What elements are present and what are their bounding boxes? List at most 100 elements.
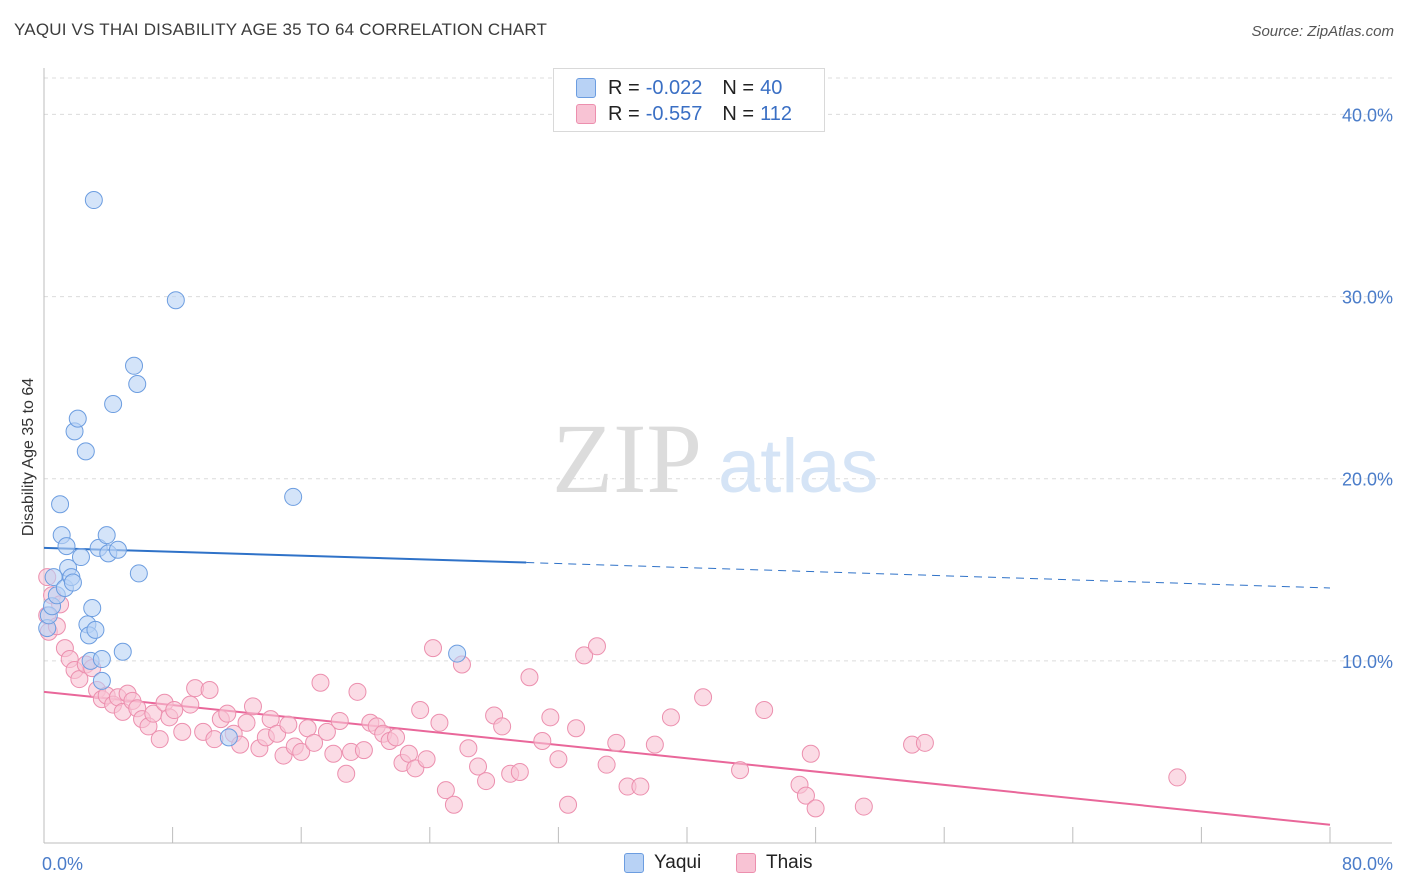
- thais-point: [218, 704, 237, 723]
- yaqui-point: [125, 356, 144, 375]
- y-tick-label: 40.0%: [1342, 105, 1393, 125]
- thais-point: [915, 733, 934, 752]
- yaqui-point: [51, 495, 70, 514]
- yaqui-point: [128, 375, 147, 393]
- thais-point: [801, 744, 820, 763]
- correlation-legend: R = -0.022 N = 40 R = -0.557 N = 112: [553, 68, 825, 132]
- yaqui-points: [38, 191, 467, 747]
- thais-point: [469, 757, 488, 776]
- series-legend: Yaqui Thais: [0, 852, 1406, 878]
- x-tick-label: 0.0%: [42, 854, 83, 874]
- yaqui-trend-extension: [526, 562, 1331, 589]
- thais-point: [549, 750, 568, 769]
- yaqui-point: [57, 537, 76, 556]
- watermark-zip: ZIP: [552, 403, 702, 514]
- yaqui-point: [97, 526, 116, 545]
- yaqui-point: [92, 650, 111, 669]
- legend-n-value: 112: [760, 102, 792, 125]
- thais-point: [510, 762, 529, 781]
- thais-point: [607, 733, 626, 752]
- chart-title: YAQUI VS THAI DISABILITY AGE 35 TO 64 CO…: [14, 20, 548, 39]
- yaqui-swatch: [576, 78, 596, 98]
- legend-r-label: R =: [608, 102, 640, 125]
- thais-point: [411, 701, 430, 720]
- thais-point: [854, 797, 873, 816]
- thais-point: [806, 799, 825, 818]
- yaqui-point: [44, 568, 63, 587]
- thais-point: [305, 733, 324, 752]
- y-tick-label: 30.0%: [1342, 288, 1393, 308]
- thais-point: [533, 732, 552, 750]
- legend-r-label: R =: [608, 76, 640, 99]
- yaqui-point: [86, 620, 105, 639]
- thais-point: [200, 681, 219, 699]
- watermark-atlas: atlas: [718, 424, 879, 509]
- thais-point: [150, 730, 169, 749]
- thais-point: [330, 711, 349, 730]
- thais-point: [387, 728, 406, 747]
- yaqui-swatch: [624, 853, 644, 873]
- yaqui-point: [76, 442, 95, 461]
- thais-points: [38, 568, 1187, 818]
- thais-point: [796, 786, 815, 805]
- watermark: ZIP atlas: [552, 403, 879, 514]
- legend-r-value: -0.557: [645, 102, 703, 125]
- thais-point: [661, 708, 680, 727]
- legend-n-label: N =: [722, 102, 755, 125]
- yaqui-point: [104, 395, 123, 414]
- legend-n-label: N =: [722, 76, 755, 99]
- axes-layer: [43, 68, 1392, 844]
- thais-point: [311, 673, 330, 692]
- legend-row-thais: R = -0.557 N = 112: [576, 101, 792, 127]
- thais-point: [165, 701, 184, 720]
- thais-point: [292, 742, 311, 761]
- thais-point: [520, 668, 539, 687]
- thais-point: [559, 795, 578, 814]
- thais-point: [237, 713, 256, 732]
- thais-point: [324, 744, 343, 763]
- thais-point: [424, 639, 443, 658]
- y-tick-label: 20.0%: [1342, 470, 1393, 490]
- yaqui-point: [84, 191, 103, 210]
- thais-point: [348, 682, 367, 701]
- thais-point: [645, 735, 664, 754]
- y-axis-label: Disability Age 35 to 64: [20, 378, 37, 536]
- thais-point: [417, 750, 436, 769]
- thais-point: [430, 713, 449, 732]
- thais-point: [575, 646, 594, 665]
- thais-point: [597, 755, 616, 774]
- yaqui-point: [92, 671, 111, 690]
- yaqui-point: [284, 487, 303, 506]
- thais-point: [436, 781, 455, 800]
- yaqui-point: [83, 599, 102, 618]
- thais-point: [337, 764, 356, 783]
- legend-label-thais: Thais: [766, 852, 813, 873]
- thais-trend-line: [43, 690, 1331, 826]
- legend-item-yaqui[interactable]: Yaqui: [624, 852, 701, 874]
- thais-point: [279, 715, 298, 734]
- thais-point: [731, 761, 750, 780]
- yaqui-point: [108, 540, 127, 559]
- legend-item-thais[interactable]: Thais: [736, 852, 812, 874]
- thais-point: [587, 637, 606, 656]
- trend-lines: [43, 546, 1331, 826]
- thais-point: [755, 701, 774, 720]
- grid-layer: [44, 77, 1392, 662]
- yaqui-point: [166, 291, 185, 310]
- yaqui-point: [448, 644, 467, 663]
- yaqui-point: [113, 642, 132, 661]
- thais-point: [477, 772, 496, 791]
- legend-row-yaqui: R = -0.022 N = 40: [576, 75, 782, 101]
- thais-point: [459, 739, 478, 758]
- thais-point: [173, 722, 192, 741]
- thais-point: [243, 697, 262, 716]
- thais-point: [1168, 768, 1187, 787]
- yaqui-point: [129, 564, 148, 583]
- thais-point: [694, 688, 713, 707]
- thais-point: [631, 777, 650, 796]
- legend-label-yaqui: Yaqui: [654, 852, 702, 873]
- yaqui-point: [71, 548, 90, 567]
- thais-point: [493, 717, 512, 736]
- yaqui-point: [68, 409, 87, 428]
